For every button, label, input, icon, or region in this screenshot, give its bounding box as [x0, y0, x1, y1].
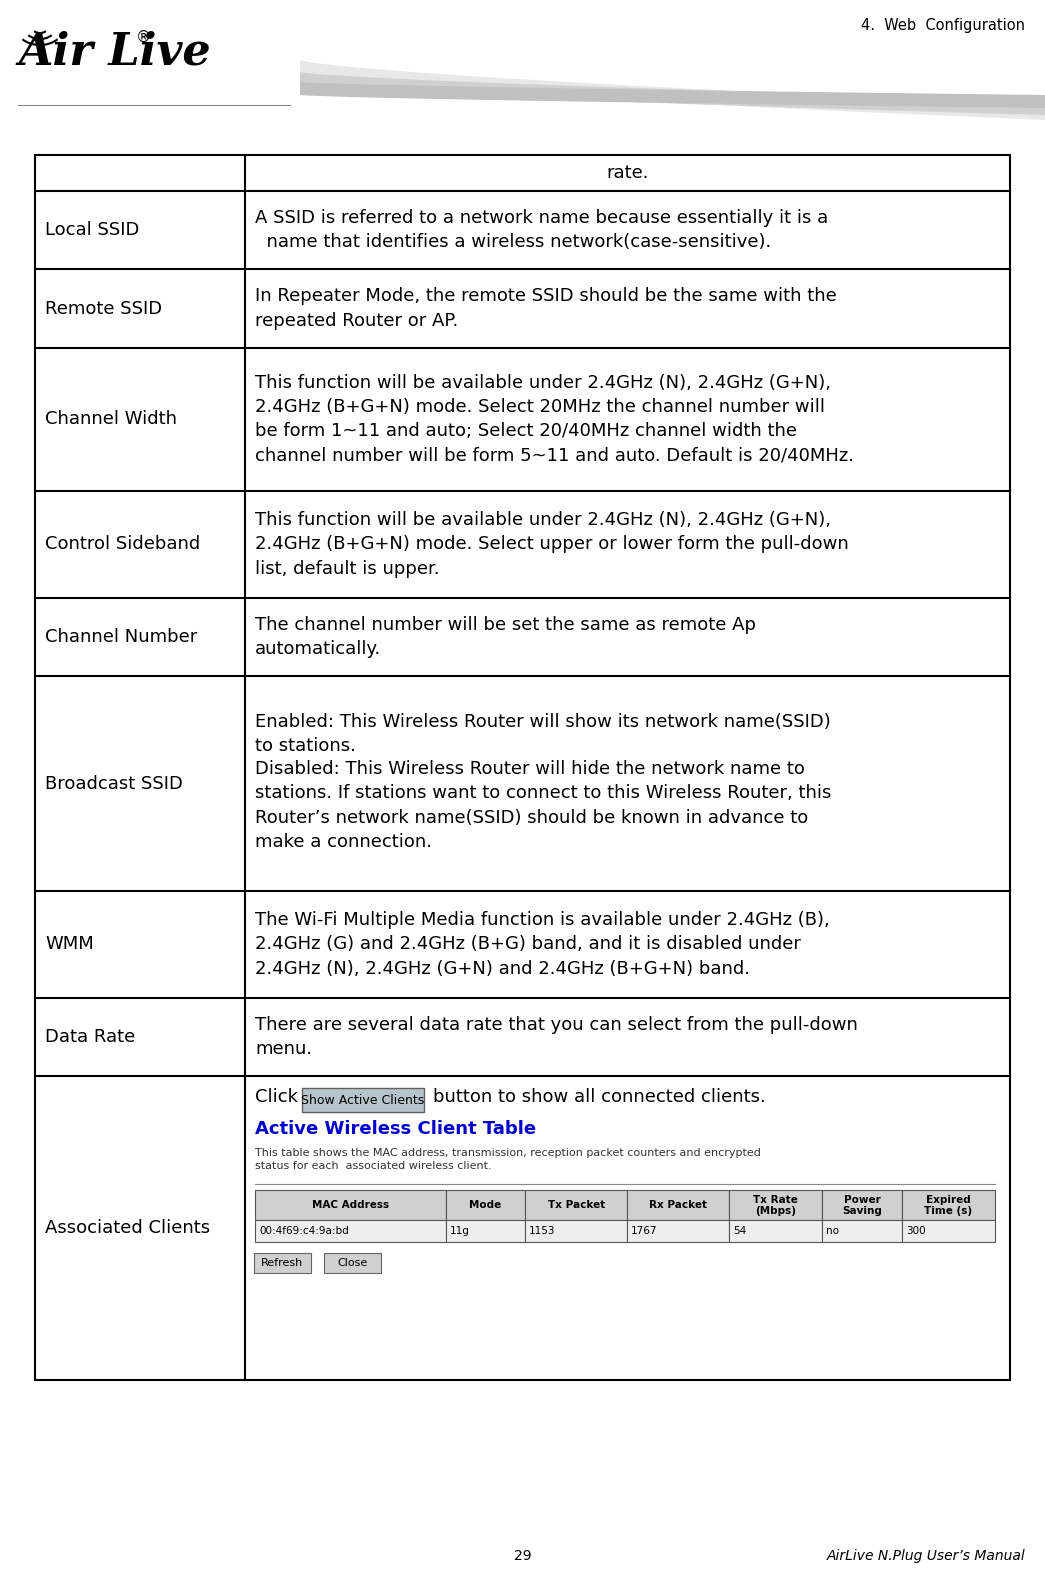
Text: Channel Width: Channel Width: [45, 410, 177, 429]
Bar: [902, 1221, 995, 1242]
Text: Click: Click: [255, 1089, 298, 1106]
Bar: [822, 1221, 902, 1242]
Text: Show Active Clients: Show Active Clients: [301, 1093, 424, 1106]
Text: 1153: 1153: [530, 1226, 556, 1237]
Polygon shape: [300, 81, 1045, 108]
Text: Power
Saving: Power Saving: [842, 1194, 882, 1216]
Text: Tx Rate
(Mbps): Tx Rate (Mbps): [753, 1194, 798, 1216]
Text: A SSID is referred to a network name because essentially it is a
  name that ide: A SSID is referred to a network name bec…: [255, 209, 829, 252]
Text: 11g: 11g: [449, 1226, 469, 1237]
Text: The Wi-Fi Multiple Media function is available under 2.4GHz (B),
2.4GHz (G) and : The Wi-Fi Multiple Media function is ava…: [255, 912, 830, 977]
Bar: [34, 155, 1011, 1380]
Text: The channel number will be set the same as remote Ap
automatically.: The channel number will be set the same …: [255, 615, 756, 658]
Bar: [526, 1191, 627, 1221]
Text: There are several data rate that you can select from the pull-down
menu.: There are several data rate that you can…: [255, 1015, 858, 1058]
Text: WMM: WMM: [45, 936, 94, 953]
Text: no: no: [827, 1226, 839, 1237]
Text: Channel Number: Channel Number: [45, 628, 198, 646]
Bar: [902, 1191, 995, 1221]
Bar: [822, 1191, 902, 1221]
Text: This function will be available under 2.4GHz (N), 2.4GHz (G+N),
2.4GHz (B+G+N) m: This function will be available under 2.…: [255, 512, 849, 577]
Text: 00:4f69:c4:9a:bd: 00:4f69:c4:9a:bd: [259, 1226, 349, 1237]
Polygon shape: [300, 72, 1045, 115]
Bar: [255, 1221, 445, 1242]
Text: button to show all connected clients.: button to show all connected clients.: [433, 1089, 766, 1106]
Bar: [445, 1191, 526, 1221]
Text: Data Rate: Data Rate: [45, 1028, 135, 1046]
Text: rate.: rate.: [606, 164, 649, 182]
Bar: [255, 1191, 445, 1221]
Text: Refresh: Refresh: [261, 1258, 304, 1269]
Text: 29: 29: [514, 1549, 531, 1564]
Text: This function will be available under 2.4GHz (N), 2.4GHz (G+N),
2.4GHz (B+G+N) m: This function will be available under 2.…: [255, 375, 854, 465]
Text: Remote SSID: Remote SSID: [45, 300, 162, 317]
Text: Disabled: This Wireless Router will hide the network name to
stations. If statio: Disabled: This Wireless Router will hide…: [255, 760, 832, 851]
Text: 1767: 1767: [631, 1226, 657, 1237]
Bar: [445, 1221, 526, 1242]
FancyBboxPatch shape: [302, 1089, 424, 1113]
Text: In Repeater Mode, the remote SSID should be the same with the
repeated Router or: In Repeater Mode, the remote SSID should…: [255, 287, 837, 330]
Text: Enabled: This Wireless Router will show its network name(SSID)
to stations.: Enabled: This Wireless Router will show …: [255, 713, 831, 756]
Text: Associated Clients: Associated Clients: [45, 1219, 210, 1237]
Text: AirLive N.Plug User’s Manual: AirLive N.Plug User’s Manual: [827, 1549, 1025, 1564]
Text: Rx Packet: Rx Packet: [649, 1200, 707, 1210]
Text: 54: 54: [734, 1226, 746, 1237]
FancyBboxPatch shape: [324, 1253, 381, 1274]
Bar: [729, 1191, 822, 1221]
Text: Control Sideband: Control Sideband: [45, 536, 201, 553]
Text: Expired
Time (s): Expired Time (s): [925, 1194, 973, 1216]
Text: This table shows the MAC address, transmission, reception packet counters and en: This table shows the MAC address, transm…: [255, 1148, 761, 1172]
Text: Broadcast SSID: Broadcast SSID: [45, 775, 183, 792]
Text: Close: Close: [338, 1258, 368, 1269]
Bar: [729, 1221, 822, 1242]
Bar: [627, 1191, 729, 1221]
Text: Air Live: Air Live: [18, 30, 211, 73]
Bar: [627, 1221, 729, 1242]
Polygon shape: [300, 61, 1045, 120]
Text: 300: 300: [906, 1226, 926, 1237]
Text: Mode: Mode: [469, 1200, 502, 1210]
Text: 4.  Web  Configuration: 4. Web Configuration: [861, 18, 1025, 33]
Text: Active Wireless Client Table: Active Wireless Client Table: [255, 1121, 536, 1138]
Text: Local SSID: Local SSID: [45, 222, 139, 239]
Text: Tx Packet: Tx Packet: [548, 1200, 605, 1210]
FancyBboxPatch shape: [254, 1253, 311, 1274]
Text: ®: ®: [136, 30, 152, 45]
Text: MAC Address: MAC Address: [311, 1200, 389, 1210]
Bar: [526, 1221, 627, 1242]
